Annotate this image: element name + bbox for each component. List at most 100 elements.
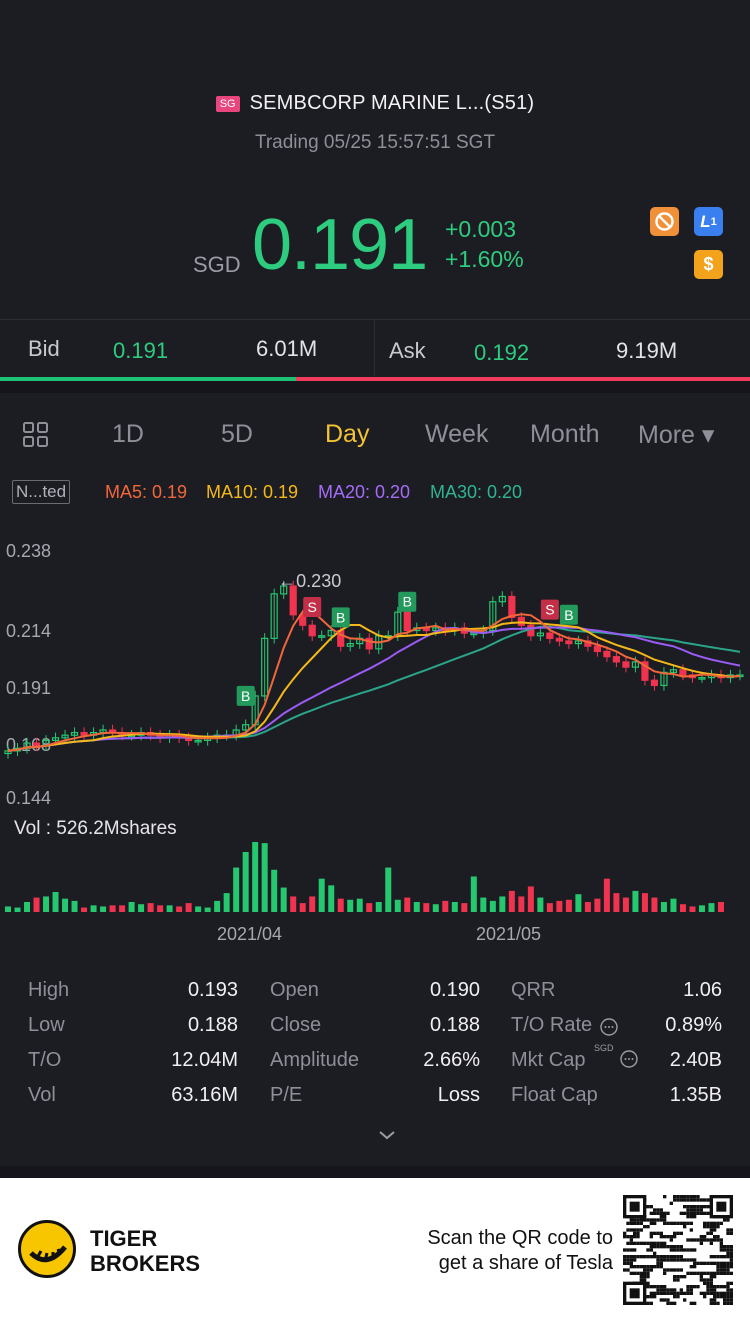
volume-bar bbox=[632, 890, 639, 912]
qr-module bbox=[686, 1271, 690, 1275]
volume-bar bbox=[5, 906, 11, 912]
ban-icon[interactable] bbox=[650, 207, 679, 236]
qr-module bbox=[669, 1235, 673, 1239]
qr-module bbox=[683, 1258, 687, 1262]
volume-bar bbox=[185, 903, 192, 912]
qr-module bbox=[683, 1211, 687, 1215]
qr-module bbox=[663, 1288, 667, 1292]
trade-marker: B bbox=[331, 607, 350, 628]
bid-label: Bid bbox=[28, 336, 60, 361]
trade-marker: B bbox=[236, 685, 255, 706]
qr-module bbox=[659, 1208, 663, 1212]
qr-module bbox=[626, 1248, 630, 1252]
qr-module bbox=[719, 1291, 723, 1295]
qr-module bbox=[689, 1221, 693, 1225]
tab-month[interactable]: Month bbox=[530, 420, 600, 448]
volume-bar bbox=[214, 900, 221, 912]
qr-module bbox=[679, 1248, 683, 1252]
qr-module bbox=[656, 1285, 660, 1289]
qr-module bbox=[629, 1271, 633, 1275]
qr-module bbox=[636, 1228, 640, 1232]
tab-more[interactable]: More ▾ bbox=[638, 421, 715, 449]
qr-module bbox=[703, 1205, 707, 1209]
candle-body bbox=[327, 629, 335, 637]
volume-bar bbox=[622, 897, 629, 912]
candle-body bbox=[32, 742, 41, 747]
candle-body bbox=[70, 731, 79, 736]
candle-body bbox=[660, 671, 668, 687]
bid-price: 0.191 bbox=[113, 338, 169, 363]
qr-module bbox=[646, 1268, 650, 1272]
qr-module bbox=[713, 1221, 717, 1225]
qr-module bbox=[709, 1285, 713, 1289]
info-icon[interactable] bbox=[599, 1017, 619, 1042]
volume-bar bbox=[394, 899, 401, 912]
qr-module bbox=[706, 1281, 710, 1285]
chevron-down-icon[interactable] bbox=[377, 1128, 397, 1142]
qr-module bbox=[629, 1238, 633, 1242]
section-gap bbox=[0, 1166, 750, 1178]
volume-bar bbox=[62, 898, 69, 912]
volume-bar bbox=[138, 904, 145, 912]
qr-module bbox=[643, 1268, 647, 1272]
volume-bar bbox=[52, 892, 59, 912]
volume-bar bbox=[651, 897, 658, 912]
qr-module bbox=[653, 1291, 657, 1295]
qr-module bbox=[679, 1288, 683, 1292]
qr-module bbox=[666, 1221, 670, 1225]
dollar-icon[interactable]: $ bbox=[694, 250, 723, 279]
tab-day[interactable]: Day bbox=[325, 420, 370, 448]
adjust-toggle[interactable]: N...ted bbox=[12, 480, 71, 504]
volume-bar bbox=[442, 900, 449, 912]
grid-icon[interactable] bbox=[22, 421, 50, 449]
qr-module bbox=[673, 1291, 677, 1295]
tab-5d[interactable]: 5D bbox=[221, 420, 253, 448]
tab-week[interactable]: Week bbox=[425, 420, 489, 448]
qr-module bbox=[729, 1245, 733, 1249]
qr-module bbox=[706, 1238, 710, 1242]
volume-bar bbox=[24, 902, 31, 912]
qr-module bbox=[666, 1255, 670, 1259]
qr-module bbox=[686, 1221, 690, 1225]
qr-module bbox=[716, 1261, 720, 1265]
volume-bar bbox=[71, 900, 78, 912]
qr-module bbox=[629, 1218, 633, 1222]
qr-module bbox=[646, 1281, 650, 1285]
qr-module bbox=[673, 1231, 677, 1235]
qr-module bbox=[639, 1228, 643, 1232]
qr-module bbox=[726, 1271, 730, 1275]
qr-module bbox=[659, 1291, 663, 1295]
qr-module bbox=[659, 1235, 663, 1239]
qr-module bbox=[726, 1251, 730, 1255]
candle-body bbox=[432, 627, 440, 632]
qr-module bbox=[659, 1218, 663, 1222]
volume-bar bbox=[698, 905, 705, 912]
qr-module bbox=[703, 1235, 707, 1239]
qr-module bbox=[666, 1258, 670, 1262]
qr-module bbox=[623, 1255, 627, 1259]
candle-body bbox=[517, 616, 525, 626]
candle-body bbox=[622, 661, 630, 668]
qr-module bbox=[713, 1275, 717, 1279]
qr-module bbox=[653, 1218, 657, 1222]
ask-volume: 9.19M bbox=[616, 338, 678, 363]
qr-module bbox=[676, 1278, 680, 1282]
qr-module bbox=[713, 1225, 717, 1229]
qr-code[interactable] bbox=[623, 1195, 733, 1305]
qr-module bbox=[699, 1198, 703, 1202]
stat-label: Low bbox=[28, 1014, 65, 1036]
qr-module bbox=[649, 1255, 653, 1259]
qr-module bbox=[729, 1248, 733, 1252]
qr-module bbox=[659, 1211, 663, 1215]
qr-module bbox=[683, 1275, 687, 1279]
qr-module bbox=[649, 1245, 653, 1249]
qr-module bbox=[629, 1261, 633, 1265]
candle-body bbox=[650, 679, 659, 687]
ma30-label: MA30: 0.20 bbox=[430, 482, 523, 502]
qr-module bbox=[646, 1241, 650, 1245]
tab-1d[interactable]: 1D bbox=[112, 420, 144, 448]
info-icon[interactable] bbox=[619, 1049, 639, 1074]
qr-module bbox=[706, 1261, 710, 1265]
